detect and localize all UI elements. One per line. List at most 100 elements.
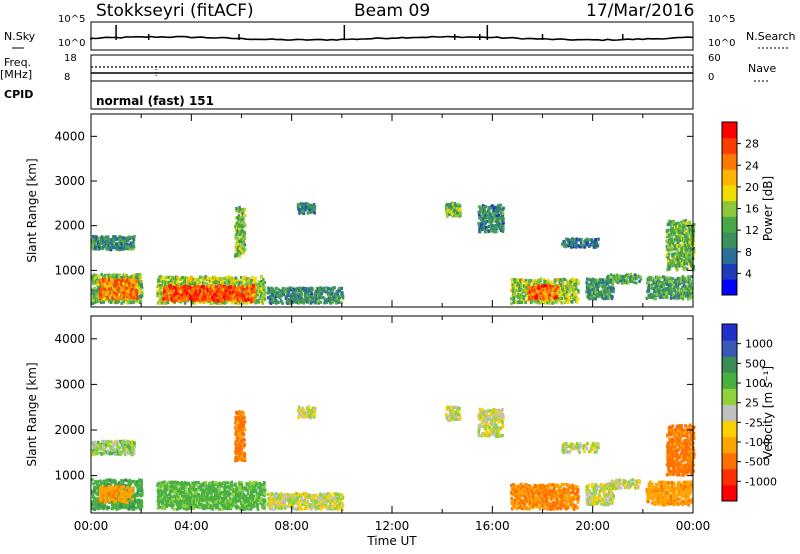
data-cell bbox=[99, 498, 103, 502]
data-cell bbox=[262, 299, 266, 303]
data-cell bbox=[266, 286, 270, 290]
data-cell bbox=[120, 290, 124, 294]
data-cell bbox=[126, 301, 129, 305]
data-cell bbox=[180, 276, 184, 280]
data-cell bbox=[100, 272, 103, 277]
data-cell bbox=[585, 243, 588, 247]
data-cell bbox=[92, 235, 96, 239]
data-cell bbox=[488, 206, 492, 210]
data-cell bbox=[678, 264, 681, 268]
data-cell bbox=[179, 482, 182, 486]
data-cell bbox=[119, 483, 123, 487]
data-cell bbox=[686, 251, 689, 255]
data-cell bbox=[106, 283, 109, 287]
data-cell bbox=[237, 232, 241, 236]
data-cell bbox=[629, 272, 633, 276]
data-cell bbox=[542, 299, 545, 303]
data-cell bbox=[561, 289, 564, 293]
data-cell bbox=[185, 285, 189, 289]
data-cell bbox=[107, 506, 110, 510]
data-cell bbox=[97, 507, 101, 511]
data-cell bbox=[534, 288, 538, 292]
data-cell bbox=[254, 276, 257, 280]
data-cell bbox=[336, 289, 340, 293]
data-cell bbox=[652, 281, 655, 285]
data-cell bbox=[680, 259, 684, 263]
data-cell bbox=[186, 299, 190, 303]
data-cell bbox=[238, 247, 242, 251]
data-cell bbox=[135, 297, 139, 301]
data-cell bbox=[166, 284, 169, 288]
data-cell bbox=[310, 293, 313, 297]
data-cell bbox=[574, 278, 577, 282]
data-cell bbox=[680, 256, 683, 260]
data-cell bbox=[563, 277, 566, 282]
data-cell bbox=[123, 273, 127, 277]
data-cell bbox=[105, 443, 108, 447]
data-cell bbox=[129, 275, 133, 279]
data-cell bbox=[540, 295, 544, 299]
data-cell bbox=[112, 496, 115, 500]
data-cell bbox=[672, 252, 676, 256]
data-cell bbox=[175, 280, 179, 284]
data-cell bbox=[180, 282, 184, 286]
data-cell bbox=[483, 213, 486, 217]
data-cell bbox=[110, 485, 113, 489]
data-cell bbox=[672, 284, 675, 288]
data-cell bbox=[528, 292, 532, 297]
data-cell bbox=[92, 289, 96, 293]
data-cell bbox=[116, 445, 120, 449]
data-cell bbox=[96, 480, 100, 484]
data-cell bbox=[690, 244, 694, 248]
data-cell bbox=[91, 505, 94, 509]
data-cell bbox=[105, 480, 108, 484]
data-cell bbox=[657, 275, 661, 279]
data-cell bbox=[157, 278, 160, 282]
data-cell bbox=[261, 288, 264, 292]
data-cell bbox=[159, 295, 162, 299]
data-cell bbox=[107, 293, 111, 297]
data-cell bbox=[111, 479, 115, 483]
data-cell bbox=[189, 490, 193, 494]
data-cell bbox=[275, 286, 279, 291]
data-cell bbox=[481, 204, 485, 208]
data-cell bbox=[556, 287, 560, 291]
data-cell bbox=[106, 285, 110, 289]
data-cell bbox=[484, 217, 488, 221]
data-cell bbox=[156, 293, 160, 297]
data-cell bbox=[205, 287, 209, 291]
data-cell bbox=[193, 298, 197, 302]
data-cell bbox=[528, 297, 532, 301]
data-cell bbox=[91, 298, 95, 302]
data-cell bbox=[121, 449, 125, 453]
data-cell bbox=[187, 481, 191, 485]
data-cell bbox=[115, 492, 119, 496]
data-cell bbox=[114, 448, 117, 452]
data-cell bbox=[115, 242, 119, 246]
data-cell bbox=[237, 301, 240, 305]
data-cell bbox=[516, 278, 520, 282]
data-cell bbox=[670, 246, 673, 250]
data-cell bbox=[517, 293, 520, 297]
data-cell bbox=[682, 289, 686, 293]
data-cell bbox=[126, 286, 130, 290]
data-cell bbox=[675, 284, 678, 288]
data-cell bbox=[98, 496, 102, 500]
freq-unit: [MHz] bbox=[0, 68, 33, 81]
data-cell bbox=[317, 299, 320, 303]
data-cell bbox=[114, 244, 117, 248]
data-cell bbox=[517, 282, 520, 286]
data-cell bbox=[123, 442, 127, 446]
data-cell bbox=[672, 287, 676, 291]
colorbar-swatch bbox=[722, 153, 737, 170]
data-cell bbox=[216, 285, 219, 289]
data-cell bbox=[244, 299, 248, 303]
data-cell bbox=[666, 286, 669, 290]
data-cell bbox=[685, 294, 688, 298]
data-cell bbox=[511, 297, 514, 301]
data-cell bbox=[131, 439, 134, 443]
data-cell bbox=[671, 241, 675, 245]
data-cell bbox=[97, 299, 101, 303]
data-cell bbox=[298, 293, 302, 297]
data-cell bbox=[239, 276, 243, 280]
